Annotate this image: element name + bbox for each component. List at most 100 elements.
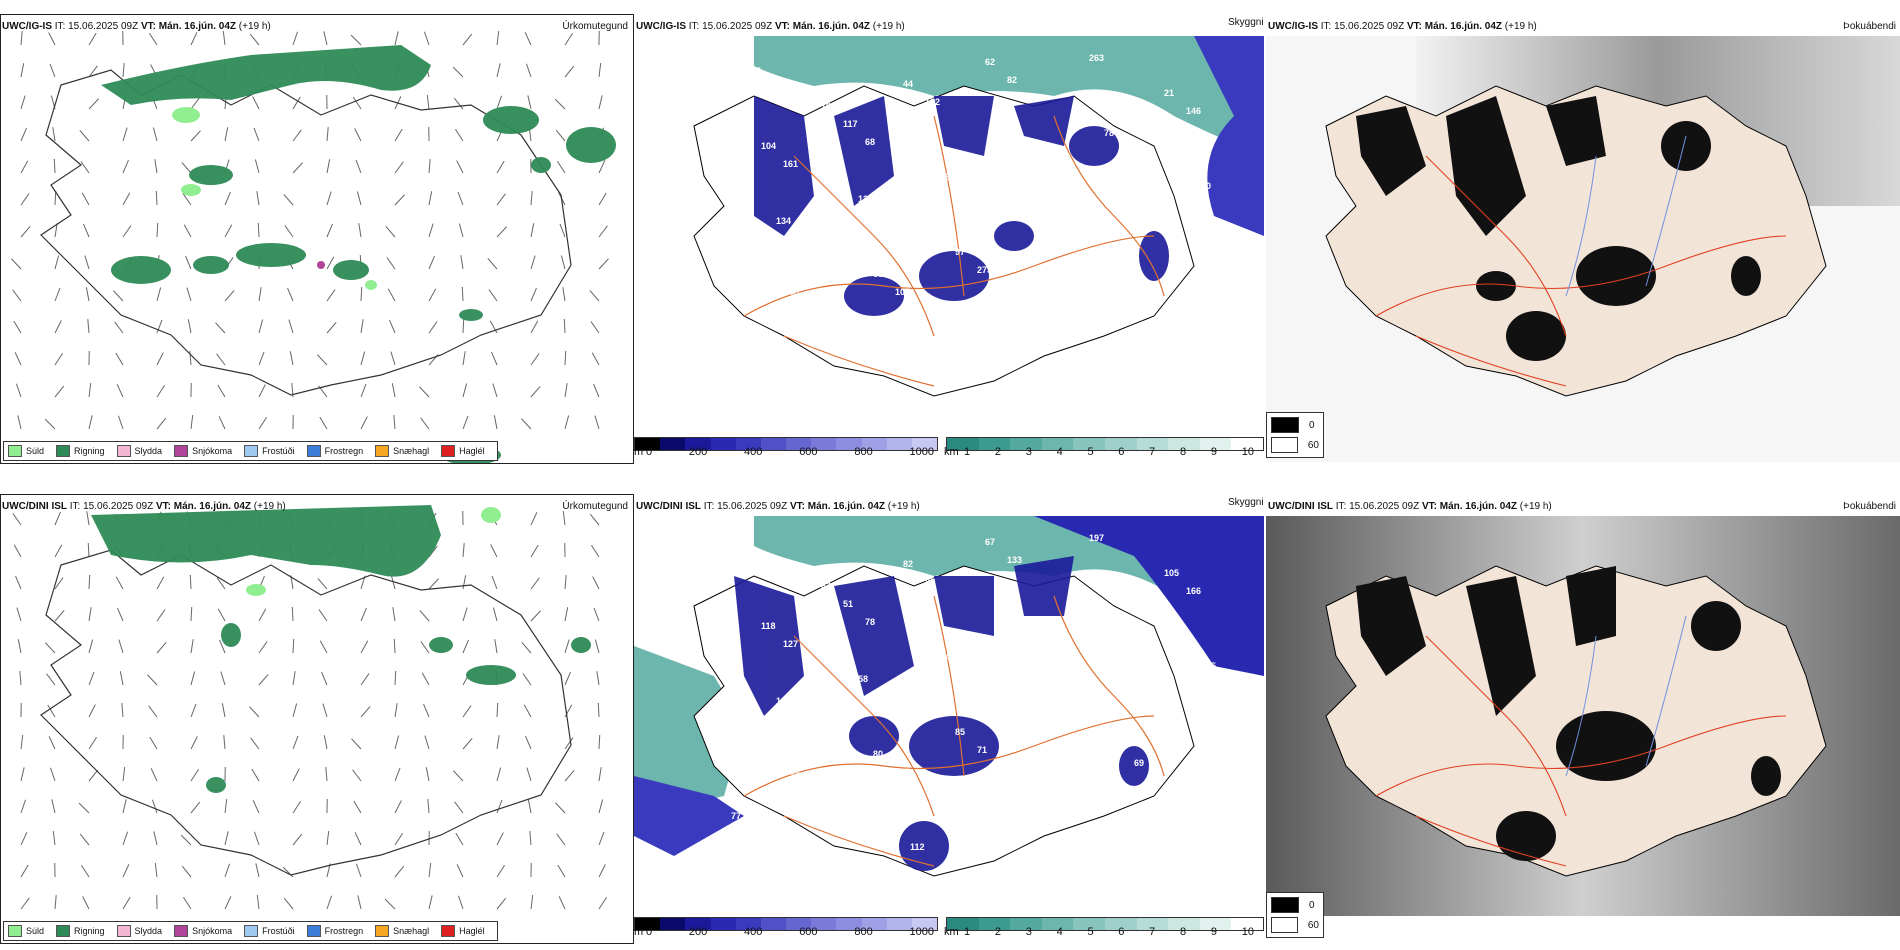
legend-swatch: [56, 925, 71, 937]
wind-barb: [20, 31, 23, 46]
visibility-value-label: 54: [940, 652, 950, 662]
visibility-value-label: 85: [731, 331, 741, 341]
wind-barb: [564, 383, 568, 398]
wind-barb: [424, 735, 430, 750]
wind-barb: [460, 255, 464, 270]
visibility-value-label: 295: [992, 820, 1007, 830]
wind-barb: [16, 607, 22, 622]
visibility-value-label: 119: [1216, 736, 1231, 746]
visibility-value-label: 44: [1209, 313, 1219, 323]
wind-barb: [115, 576, 124, 590]
wind-barb: [462, 705, 472, 718]
legend-swatch: [116, 925, 131, 937]
wind-barb: [83, 223, 90, 238]
wind-barb: [216, 353, 226, 366]
wind-barb: [591, 352, 600, 366]
wind-barb: [220, 671, 226, 686]
wind-barb: [598, 734, 601, 750]
wind-barb: [326, 127, 329, 142]
wind-barb: [88, 574, 91, 590]
wind-barb: [190, 768, 200, 782]
visibility-value-label: 78: [888, 344, 898, 354]
wind-barb: [389, 319, 396, 334]
precip-map-row2: [1, 495, 633, 943]
legend-item: Snjókoma: [174, 925, 232, 937]
tick-label: 200: [688, 446, 708, 458]
wind-barb: [420, 417, 430, 430]
wind-barb: [88, 383, 92, 398]
colorbar-segment: [1231, 438, 1263, 450]
wind-barb: [20, 735, 24, 750]
legend-label: Slydda: [134, 446, 163, 456]
visibility-unit-row1: km: [944, 446, 959, 458]
wind-barb: [156, 222, 159, 238]
visibility-value-label: 69: [1082, 590, 1092, 600]
visibility-panel-row2: 56 63 59 41 79 50 46 82 53 59 61 55 65 67 69 77 100 80 73 6…: [634, 516, 1264, 916]
wind-barb: [423, 703, 430, 718]
wind-barb: [556, 833, 566, 846]
visibility-value-label: 69: [1134, 758, 1144, 768]
wind-barb: [190, 606, 193, 622]
wind-barb: [190, 671, 196, 686]
wind-barb: [564, 671, 571, 686]
tick-label: 6: [1118, 926, 1125, 938]
wind-barb: [20, 767, 25, 782]
visibility-value-label: 104: [1149, 833, 1164, 843]
legend-item: Snæhagl: [375, 445, 429, 457]
wind-barb: [419, 386, 430, 398]
visibility-value-label: 67: [798, 234, 808, 244]
fog-legend-item: 0: [1271, 417, 1319, 433]
wind-barb: [13, 320, 22, 334]
wind-barb: [44, 418, 56, 430]
wind-barb: [594, 415, 600, 430]
wind-barb: [118, 639, 124, 654]
colorbar-segment: [947, 438, 979, 450]
colorbar-segment: [635, 918, 661, 930]
wind-barb: [496, 193, 506, 206]
wind-barb: [253, 127, 260, 142]
wind-barb: [148, 32, 158, 46]
legend-label: Snæhagl: [393, 926, 430, 936]
fog-legend-item: 0: [1271, 897, 1319, 913]
visibility-value-label: 53: [1000, 612, 1010, 622]
wind-barb: [224, 127, 229, 142]
wind-barb: [190, 32, 198, 46]
wind-barb: [564, 737, 574, 750]
wind-barb: [17, 415, 22, 430]
wind-barb: [255, 863, 260, 878]
legend-item: Slydda: [116, 445, 163, 457]
legend-swatch: [8, 445, 22, 457]
wind-barb: [319, 416, 328, 430]
wind-barb: [54, 544, 63, 558]
tick-label: 400: [744, 926, 763, 938]
wind-barb: [358, 223, 362, 238]
wind-barb: [557, 864, 566, 878]
wind-barb: [564, 415, 570, 430]
visibility-value-label: 105: [1164, 568, 1179, 578]
colorbar-segment: [1041, 918, 1074, 930]
wind-barb: [360, 286, 363, 302]
wind-barb: [11, 258, 22, 270]
colorbar-segment: [710, 918, 736, 930]
legend-label: Súld: [26, 926, 45, 936]
wind-barb: [527, 95, 532, 110]
wind-barb: [455, 832, 464, 846]
visibility-value-label: 107: [880, 212, 895, 222]
wind-barb: [181, 162, 192, 174]
wind-barb: [48, 32, 56, 46]
visibility-value-label: 652: [873, 269, 888, 279]
visibility-value-label: 41: [1015, 687, 1025, 697]
tick-label: 400: [744, 446, 763, 458]
legend-swatch: [375, 925, 390, 937]
wind-barb: [185, 255, 192, 270]
colorbar-segment: [911, 918, 938, 930]
legend-swatch: [441, 925, 456, 937]
legend-swatch: [174, 445, 189, 457]
wind-barb: [250, 737, 260, 750]
wind-barb: [156, 384, 166, 398]
wind-barb: [530, 512, 538, 526]
fog-legend-row2: 0 60: [1266, 892, 1324, 938]
legend-label: Súld: [26, 446, 45, 456]
wind-barb: [223, 735, 226, 750]
wind-barb: [456, 160, 464, 174]
